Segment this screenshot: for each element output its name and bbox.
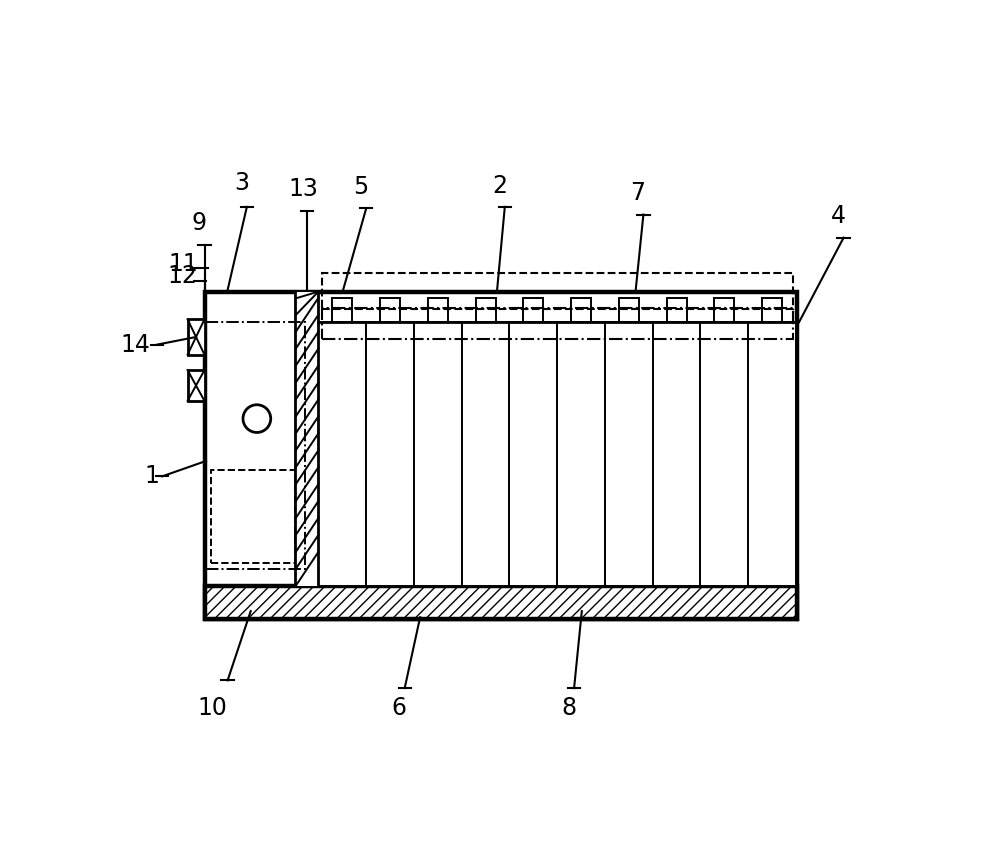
Bar (571, 298, 591, 322)
Text: 4: 4 (831, 205, 846, 228)
Text: 1: 1 (145, 464, 160, 488)
Text: 10: 10 (197, 696, 227, 720)
Text: 2: 2 (492, 174, 507, 198)
Bar (366, 322, 414, 587)
Bar (211, 470, 295, 562)
Bar (380, 298, 400, 322)
Bar (605, 322, 653, 587)
Text: 9: 9 (192, 212, 207, 235)
Bar (762, 298, 782, 322)
Bar (619, 298, 639, 322)
Bar (318, 322, 366, 587)
Text: 3: 3 (234, 171, 249, 195)
Bar (428, 298, 448, 322)
Bar (653, 322, 700, 587)
Bar (188, 370, 205, 401)
Bar (206, 322, 305, 569)
Bar (748, 322, 796, 587)
Bar (205, 291, 797, 619)
Text: 13: 13 (288, 177, 318, 200)
Text: 12: 12 (167, 264, 197, 289)
Bar (666, 298, 687, 322)
Text: 7: 7 (631, 181, 646, 206)
Bar (295, 291, 318, 587)
Text: 5: 5 (353, 175, 368, 200)
Bar (476, 298, 496, 322)
Text: 14: 14 (120, 333, 150, 357)
Bar (332, 298, 352, 322)
Bar (205, 587, 797, 619)
Bar (322, 273, 793, 308)
Bar (322, 308, 793, 340)
Bar (414, 322, 462, 587)
Bar (509, 322, 557, 587)
Bar (523, 298, 543, 322)
Text: 11: 11 (169, 251, 199, 276)
Text: 6: 6 (392, 696, 407, 720)
Bar (188, 320, 205, 355)
Bar (714, 298, 734, 322)
Bar (557, 322, 605, 587)
Bar (700, 322, 748, 587)
Text: 8: 8 (561, 696, 576, 720)
Bar (462, 322, 509, 587)
